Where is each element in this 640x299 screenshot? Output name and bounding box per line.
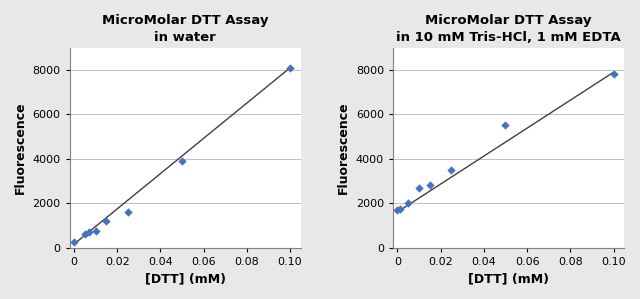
Point: [392, 208, 403, 212]
Point: [84, 230, 94, 235]
Point: [414, 185, 424, 190]
Y-axis label: Fluorescence: Fluorescence: [337, 101, 350, 194]
Point: [79, 231, 90, 236]
Title: MicroMolar DTT Assay
in water: MicroMolar DTT Assay in water: [102, 14, 268, 44]
Point: [68, 239, 79, 244]
Point: [425, 183, 435, 188]
Point: [394, 206, 404, 211]
Title: MicroMolar DTT Assay
in 10 mM Tris-HCl, 1 mM EDTA: MicroMolar DTT Assay in 10 mM Tris-HCl, …: [396, 14, 621, 44]
Point: [446, 167, 456, 172]
Point: [101, 219, 111, 223]
X-axis label: [DTT] (mM): [DTT] (mM): [468, 272, 549, 285]
Point: [403, 201, 413, 205]
Point: [123, 210, 133, 214]
Point: [90, 228, 100, 233]
Point: [177, 158, 187, 163]
Point: [609, 72, 619, 77]
Y-axis label: Fluorescence: Fluorescence: [14, 101, 27, 194]
Point: [285, 65, 295, 70]
Point: [500, 123, 511, 128]
X-axis label: [DTT] (mM): [DTT] (mM): [145, 272, 226, 285]
